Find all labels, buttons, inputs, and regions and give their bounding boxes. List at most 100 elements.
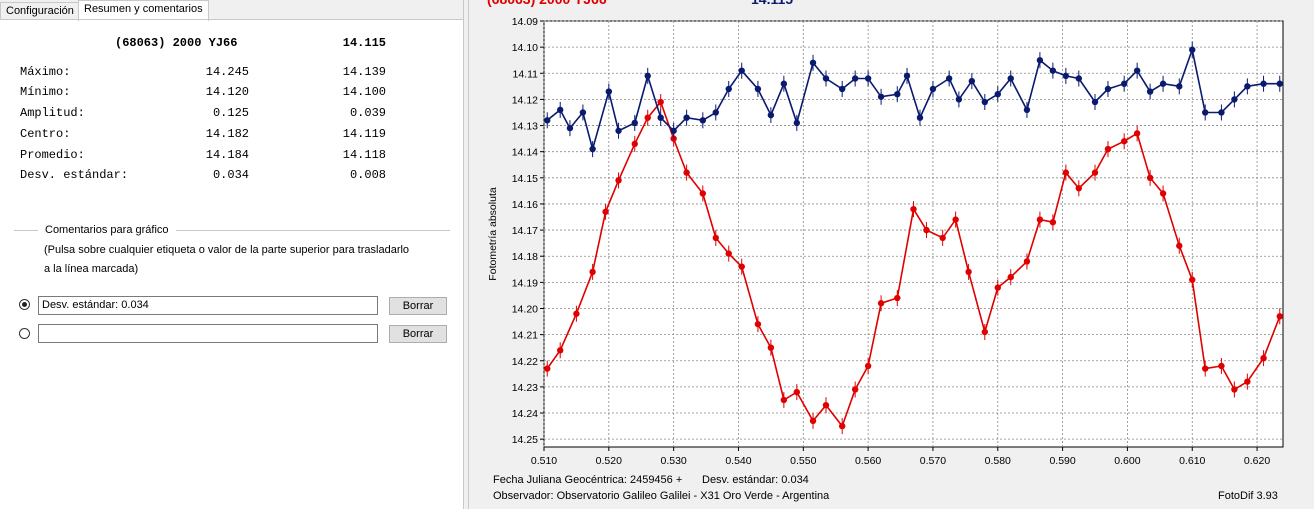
- data-point: [923, 226, 930, 234]
- plot-area: [543, 20, 1284, 448]
- data-point: [615, 177, 622, 184]
- y-tick-label: 14.17: [512, 225, 538, 237]
- data-point: [657, 114, 664, 121]
- data-point: [1218, 362, 1225, 370]
- row-label-max[interactable]: Máximo:: [20, 65, 71, 79]
- row-value2-amplitud[interactable]: 0.039: [349, 106, 386, 120]
- data-point: [809, 59, 817, 67]
- delete-line2-button[interactable]: Borrar: [389, 325, 447, 343]
- tab-configuracion[interactable]: Configuración: [0, 2, 80, 20]
- data-point: [566, 124, 574, 132]
- data-point: [838, 422, 846, 430]
- data-point: [670, 127, 677, 134]
- y-tick-label: 14.12: [512, 94, 538, 106]
- row-label-promedio[interactable]: Promedio:: [20, 148, 85, 162]
- data-point: [1244, 83, 1251, 90]
- data-point: [589, 268, 596, 276]
- data-point: [822, 401, 830, 409]
- data-point: [1023, 258, 1031, 265]
- x-tick-label: 0.560: [855, 455, 881, 467]
- row-value1-amplitud[interactable]: 0.125: [212, 106, 249, 120]
- comment-line1-radio[interactable]: [19, 299, 30, 310]
- data-point: [738, 67, 745, 74]
- row-value2-centro[interactable]: 14.119: [342, 127, 386, 141]
- row-label-desv[interactable]: Desv. estándar:: [20, 168, 129, 182]
- y-tick-label: 14.09: [512, 16, 538, 28]
- data-point: [631, 119, 638, 127]
- panel-splitter[interactable]: [463, 0, 469, 509]
- row-value2-max[interactable]: 14.139: [342, 65, 386, 79]
- footer-stddev: Desv. estándar: 0.034: [702, 474, 809, 486]
- comment-line2-radio[interactable]: [19, 328, 30, 339]
- radio-selected-dot: [22, 302, 27, 307]
- data-point: [712, 109, 719, 116]
- object-name[interactable]: (68063) 2000 YJ66: [115, 36, 238, 50]
- data-point: [579, 109, 587, 116]
- data-point: [1189, 276, 1196, 283]
- data-point: [644, 114, 651, 121]
- data-point: [615, 127, 622, 134]
- row-value2-promedio[interactable]: 14.118: [342, 148, 386, 162]
- x-tick-label: 0.550: [790, 455, 816, 467]
- data-point: [945, 75, 953, 82]
- y-tick-label: 14.18: [512, 251, 538, 263]
- tab-resumen[interactable]: Resumen y comentarios: [78, 0, 209, 21]
- data-point: [725, 85, 732, 93]
- data-point: [994, 90, 1001, 98]
- data-point: [864, 362, 872, 370]
- data-point: [1049, 67, 1057, 74]
- data-point: [1091, 169, 1099, 176]
- footer-jd: Fecha Juliana Geocéntrica: 2459456 +: [493, 474, 683, 486]
- footer-observer: Observador: Observatorio Galileo Galilei…: [493, 490, 830, 502]
- data-point: [1120, 80, 1128, 87]
- comparison-value[interactable]: 14.115: [342, 36, 386, 50]
- data-point: [1133, 130, 1141, 137]
- data-point: [725, 250, 732, 257]
- row-label-centro[interactable]: Centro:: [20, 127, 71, 141]
- data-point: [1146, 174, 1154, 182]
- row-value1-desv[interactable]: 0.034: [212, 168, 249, 182]
- data-point: [1260, 80, 1267, 87]
- y-tick-label: 14.23: [512, 382, 538, 394]
- y-tick-label: 14.22: [512, 356, 538, 368]
- comment-line2-input[interactable]: [38, 324, 378, 343]
- data-point: [1244, 378, 1251, 385]
- tab-divider: [0, 19, 463, 20]
- data-point: [903, 72, 911, 80]
- data-point: [657, 98, 664, 106]
- row-value1-max[interactable]: 14.245: [205, 65, 249, 79]
- left-panel: Configuración Resumen y comentarios (680…: [0, 0, 463, 509]
- data-point: [780, 80, 788, 87]
- data-point: [1159, 190, 1167, 197]
- row-value1-centro[interactable]: 14.182: [205, 127, 249, 141]
- data-point: [1276, 313, 1283, 320]
- data-point: [1276, 80, 1283, 87]
- row-value1-min[interactable]: 14.120: [205, 85, 249, 99]
- data-point: [1104, 85, 1112, 93]
- data-point: [780, 396, 788, 404]
- data-point: [1062, 72, 1070, 80]
- data-point: [683, 169, 690, 176]
- data-point: [699, 190, 707, 197]
- comment-line1-input[interactable]: Desv. estándar: 0.034: [38, 296, 378, 315]
- chart-panel: (68063) 2000 YJ66 14.115 14.09 14.10 14.11 14…: [469, 0, 1314, 509]
- data-point: [1133, 67, 1141, 74]
- group-line-right: [176, 230, 450, 231]
- data-point: [877, 93, 885, 100]
- data-point: [894, 90, 901, 98]
- data-point: [631, 140, 638, 148]
- row-value2-min[interactable]: 14.100: [342, 85, 386, 99]
- y-tick-label: 14.15: [512, 173, 538, 185]
- y-tick-label: 14.11: [513, 68, 539, 80]
- row-label-amplitud[interactable]: Amplitud:: [20, 106, 85, 120]
- data-point: [1036, 216, 1044, 223]
- row-label-min[interactable]: Mínimo:: [20, 85, 71, 99]
- delete-line1-button[interactable]: Borrar: [389, 297, 447, 315]
- data-point: [1104, 145, 1112, 153]
- row-value1-promedio[interactable]: 14.184: [205, 148, 249, 162]
- data-point: [822, 75, 830, 82]
- data-point: [699, 117, 707, 124]
- data-point: [916, 114, 924, 121]
- data-point: [994, 284, 1001, 291]
- row-value2-desv[interactable]: 0.008: [349, 168, 386, 182]
